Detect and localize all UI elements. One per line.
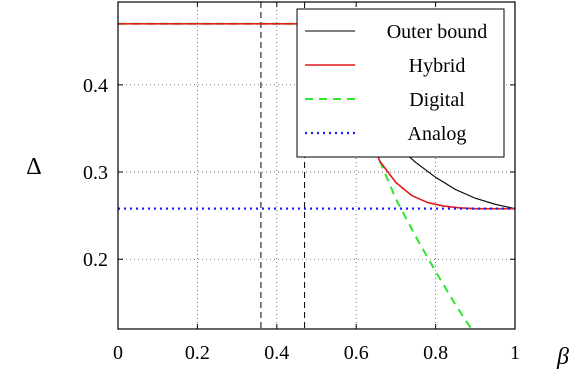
- y-tick-label: 0.3: [83, 162, 108, 184]
- x-axis-label: β: [556, 344, 569, 370]
- series-line-digital: [118, 22, 473, 329]
- x-tick-label: 1: [510, 342, 520, 364]
- y-tick-label: 0.4: [83, 75, 108, 97]
- x-tick-label: 0.4: [264, 342, 289, 364]
- x-tick-label: 0.6: [344, 342, 369, 364]
- grid: [118, 2, 515, 329]
- legend-label: Digital: [409, 89, 465, 111]
- y-axis-label: Δ: [26, 154, 41, 180]
- x-tick-label: 0.2: [185, 342, 210, 364]
- legend-label: Hybrid: [409, 55, 466, 77]
- y-axis-ticks: 0.2 0.3 0.4: [83, 75, 515, 271]
- x-axis-ticks: 0 0.2 0.4 0.6 0.8 1: [113, 2, 520, 364]
- legend-label: Outer bound: [387, 21, 488, 43]
- plot-frame: [117, 1, 516, 330]
- x-tick-label: 0: [113, 342, 123, 364]
- legend: Outer bound Hybrid Digital Analog: [296, 8, 505, 158]
- legend-box: [296, 8, 505, 158]
- x-tick-label: 0.8: [423, 342, 448, 364]
- y-tick-label: 0.2: [83, 249, 108, 271]
- legend-label: Analog: [408, 123, 467, 145]
